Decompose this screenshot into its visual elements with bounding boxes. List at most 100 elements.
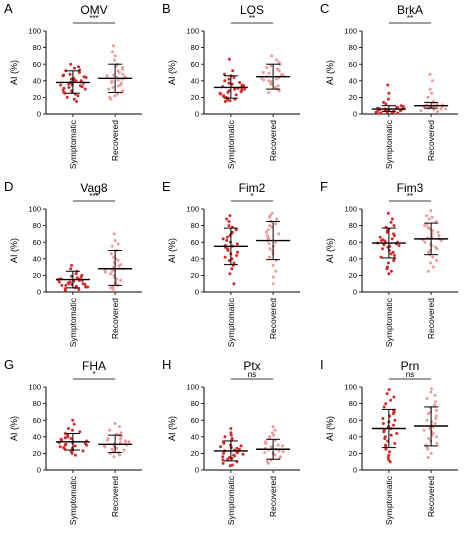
data-point: [230, 267, 234, 271]
data-point: [270, 446, 274, 450]
data-point: [121, 72, 125, 76]
panel-title: Vag8: [80, 181, 107, 195]
y-tick-label: 0: [37, 110, 41, 119]
data-point: [74, 272, 78, 276]
data-point: [235, 446, 239, 450]
data-point: [69, 267, 73, 271]
data-point: [392, 224, 396, 228]
y-tick-label: 60: [191, 416, 199, 425]
data-point: [116, 242, 120, 246]
significance-label: ns: [406, 370, 414, 379]
data-point: [426, 456, 430, 459]
data-point: [80, 85, 84, 89]
panel-f: F Fim3** 0 20 40 60 80 100 AI (%) Symptomatic Reco…: [320, 179, 458, 347]
data-point: [113, 422, 117, 425]
data-point: [111, 288, 115, 291]
data-point: [429, 390, 433, 394]
data-point: [69, 77, 73, 81]
y-tick-label: 80: [33, 221, 41, 230]
y-tick-label: 100: [344, 205, 357, 214]
panel-title: Fim2: [239, 181, 266, 195]
data-point: [379, 255, 383, 259]
data-point: [118, 453, 122, 457]
data-point: [274, 240, 278, 244]
data-point: [439, 107, 443, 111]
y-tick-label: 40: [349, 254, 357, 263]
data-point: [73, 444, 77, 448]
data-point: [432, 108, 436, 112]
data-point: [104, 270, 107, 274]
data-point: [118, 437, 122, 441]
data-point: [269, 64, 273, 68]
data-point: [223, 72, 226, 76]
data-point: [222, 451, 225, 455]
data-point: [242, 84, 246, 88]
data-point: [274, 269, 278, 273]
data-point: [61, 88, 65, 92]
data-point: [227, 220, 231, 223]
data-point: [433, 393, 437, 397]
data-point: [63, 436, 67, 440]
x-category-label: Recovered: [110, 120, 120, 161]
y-tick-label: 60: [191, 60, 199, 69]
y-tick-label: 80: [191, 399, 199, 408]
data-point: [374, 110, 378, 114]
data-point: [439, 239, 443, 242]
data-point: [221, 461, 225, 465]
data-point: [276, 84, 280, 88]
data-point: [395, 432, 399, 435]
data-point: [71, 428, 74, 432]
y-tick-label: 40: [191, 76, 199, 85]
data-point: [397, 244, 401, 247]
data-point: [274, 77, 278, 81]
data-point: [384, 102, 388, 106]
data-point: [382, 243, 386, 247]
y-tick-label: 80: [349, 43, 357, 52]
data-point: [385, 392, 389, 396]
data-point: [266, 228, 270, 232]
y-tick-label: 20: [33, 449, 41, 458]
y-tick-label: 20: [33, 271, 41, 280]
data-point: [63, 91, 67, 95]
data-point: [267, 461, 270, 465]
data-point: [74, 79, 78, 83]
data-point: [110, 244, 114, 248]
data-point: [275, 217, 279, 221]
data-point: [84, 285, 88, 289]
data-point: [434, 400, 437, 404]
data-point: [113, 58, 116, 62]
data-point: [64, 283, 68, 287]
data-point: [117, 71, 121, 74]
data-point: [425, 397, 429, 401]
data-point: [431, 255, 435, 259]
data-point: [226, 457, 230, 461]
data-point: [390, 217, 394, 221]
data-point: [277, 449, 281, 453]
data-point: [388, 460, 392, 464]
data-point: [116, 259, 120, 262]
x-category-label: Symptomatic: [384, 475, 394, 525]
data-point: [265, 230, 269, 234]
data-point: [234, 228, 238, 232]
data-point: [382, 405, 386, 409]
data-point: [270, 54, 274, 58]
data-point: [434, 414, 438, 418]
x-category-label: Symptomatic: [384, 119, 394, 169]
data-point: [392, 423, 395, 427]
data-point: [387, 388, 391, 391]
data-point: [219, 92, 223, 96]
data-point: [437, 234, 441, 238]
data-point: [110, 447, 114, 451]
data-point: [382, 100, 386, 104]
x-category-label: Recovered: [426, 476, 436, 517]
y-tick-label: 20: [191, 93, 199, 102]
data-point: [70, 274, 73, 278]
data-point: [395, 105, 399, 109]
y-tick-label: 20: [191, 271, 199, 280]
data-point: [84, 76, 88, 79]
data-point: [263, 451, 267, 455]
y-tick-label: 80: [349, 399, 357, 408]
data-point: [222, 441, 226, 445]
data-point: [118, 441, 122, 445]
